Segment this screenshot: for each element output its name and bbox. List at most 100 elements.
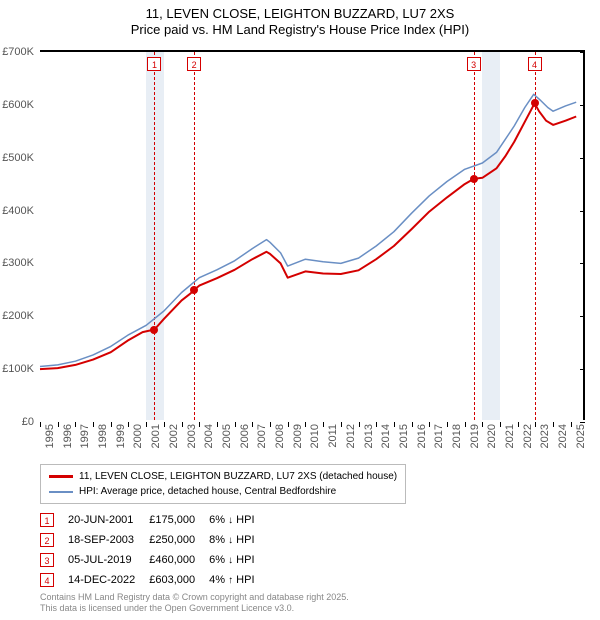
x-tick-label: 2009 [292,424,304,448]
series-line-hpi [40,94,576,366]
x-tick-mark [535,422,536,427]
event-date: 18-SEP-2003 [68,530,149,550]
x-tick-label: 2015 [398,424,410,448]
x-tick-mark [252,422,253,427]
x-tick-label: 2021 [504,424,516,448]
x-tick-label: 2019 [469,424,481,448]
legend-swatch-hpi [49,491,73,493]
x-tick-label: 1996 [62,424,74,448]
x-tick-mark [341,422,342,427]
y-tick-label: £0 [22,416,34,428]
event-marker: 4 [528,57,542,71]
x-tick-mark [553,422,554,427]
x-tick-label: 2014 [380,424,392,448]
event-marker: 3 [467,57,481,71]
event-row: 4 14-DEC-2022£603,0004% ↑ HPI [40,570,269,590]
x-tick-mark [288,422,289,427]
price-dot [190,286,198,294]
title-line-2: Price paid vs. HM Land Registry's House … [0,22,600,38]
x-tick-label: 2020 [486,424,498,448]
arrow-down-icon: ↓ [228,555,233,566]
x-tick-label: 2018 [451,424,463,448]
event-date: 05-JUL-2019 [68,550,149,570]
event-row: 2 18-SEP-2003£250,0008% ↓ HPI [40,530,269,550]
x-tick-label: 2008 [274,424,286,448]
x-tick-mark [199,422,200,427]
event-box: 3 [40,553,54,567]
x-tick-mark [235,422,236,427]
event-price: £603,000 [149,570,209,590]
x-tick-label: 2025 [575,424,587,448]
event-row: 120-JUN-2001£175,0006% ↓ HPI [40,510,269,530]
x-tick-mark [182,422,183,427]
y-tick-label: £700K [2,46,34,58]
event-marker: 1 [147,57,161,71]
x-tick-label: 2010 [309,424,321,448]
x-tick-label: 2000 [132,424,144,448]
legend-label-hpi: HPI: Average price, detached house, Cent… [79,484,336,499]
x-tick-mark [429,422,430,427]
event-date: 14-DEC-2022 [68,570,149,590]
x-tick-label: 2024 [557,424,569,448]
x-tick-mark [128,422,129,427]
attribution-line-1: Contains HM Land Registry data © Crown c… [40,592,349,603]
event-pct: 8% ↓ HPI [209,530,268,550]
event-box: 2 [40,533,54,547]
legend-label-price: 11, LEVEN CLOSE, LEIGHTON BUZZARD, LU7 2… [79,469,397,484]
price-dot [470,175,478,183]
x-tick-label: 2012 [345,424,357,448]
x-tick-label: 2016 [416,424,428,448]
legend: 11, LEVEN CLOSE, LEIGHTON BUZZARD, LU7 2… [40,464,406,504]
event-marker: 2 [187,57,201,71]
x-tick-mark [305,422,306,427]
x-tick-mark [323,422,324,427]
event-pct: 6% ↓ HPI [209,510,268,530]
chart-container: 11, LEVEN CLOSE, LEIGHTON BUZZARD, LU7 2… [0,0,600,620]
x-tick-label: 2023 [539,424,551,448]
x-tick-label: 1999 [115,424,127,448]
x-tick-label: 2004 [203,424,215,448]
x-tick-mark [146,422,147,427]
price-dot [531,99,539,107]
title-line-1: 11, LEVEN CLOSE, LEIGHTON BUZZARD, LU7 2… [0,6,600,22]
chart-title-block: 11, LEVEN CLOSE, LEIGHTON BUZZARD, LU7 2… [0,0,600,39]
x-tick-mark [58,422,59,427]
x-tick-mark [376,422,377,427]
x-tick-mark [270,422,271,427]
x-tick-label: 2011 [327,424,339,448]
price-dot [150,326,158,334]
x-tick-label: 2007 [256,424,268,448]
x-tick-mark [111,422,112,427]
x-tick-mark [93,422,94,427]
arrow-down-icon: ↓ [228,515,233,526]
event-box: 1 [40,513,54,527]
event-box: 4 [40,573,54,587]
attribution-line-2: This data is licensed under the Open Gov… [40,603,349,614]
x-tick-mark [359,422,360,427]
x-tick-label: 2017 [433,424,445,448]
x-tick-mark [394,422,395,427]
x-tick-mark [217,422,218,427]
x-tick-mark [482,422,483,427]
x-tick-label: 2005 [221,424,233,448]
event-price: £250,000 [149,530,209,550]
events-table: 120-JUN-2001£175,0006% ↓ HPI218-SEP-2003… [40,510,269,590]
event-pct: 4% ↑ HPI [209,570,268,590]
x-tick-label: 2002 [168,424,180,448]
x-tick-label: 2006 [239,424,251,448]
x-tick-mark [500,422,501,427]
x-tick-label: 2022 [522,424,534,448]
event-price: £175,000 [149,510,209,530]
attribution: Contains HM Land Registry data © Crown c… [40,592,349,614]
event-pct: 6% ↓ HPI [209,550,268,570]
arrow-up-icon: ↑ [228,575,233,586]
y-tick-label: £100K [2,363,34,375]
plot-area: £0£100K£200K£300K£400K£500K£600K£700K199… [40,50,585,420]
x-tick-label: 2013 [363,424,375,448]
x-tick-mark [465,422,466,427]
x-tick-mark [75,422,76,427]
y-tick-label: £300K [2,257,34,269]
arrow-down-icon: ↓ [228,535,233,546]
y-tick-label: £500K [2,152,34,164]
legend-row-price: 11, LEVEN CLOSE, LEIGHTON BUZZARD, LU7 2… [49,469,397,484]
